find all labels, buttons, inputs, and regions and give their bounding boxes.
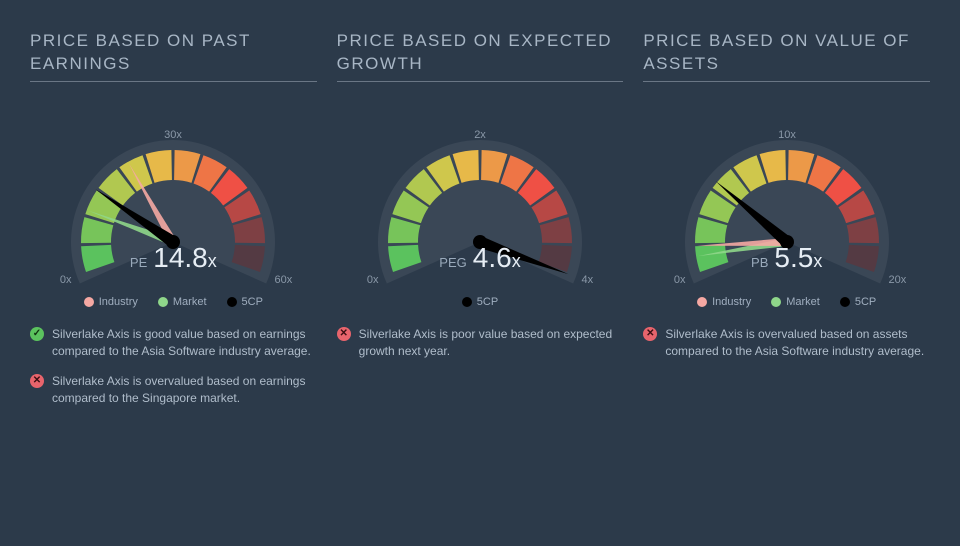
svg-text:0x: 0x	[674, 274, 686, 286]
note-item: ✕ Silverlake Axis is overvalued based on …	[30, 373, 317, 408]
cross-icon: ✕	[643, 327, 657, 341]
gauge-chart: 0x 30x 60x PE 14.8x	[30, 112, 317, 302]
metric-label: PB	[751, 255, 768, 270]
metric-suffix: x	[208, 251, 217, 271]
svg-text:30x: 30x	[164, 129, 182, 141]
cross-icon: ✕	[30, 374, 44, 388]
note-text: Silverlake Axis is overvalued based on e…	[52, 373, 317, 408]
svg-text:60x: 60x	[275, 274, 293, 286]
valuation-column: PRICE BASED ON EXPECTED GROWTH 0x 2x 4x PEG 4…	[337, 30, 624, 408]
cross-icon: ✕	[337, 327, 351, 341]
metric-value: 4.6	[473, 242, 512, 273]
notes-list: ✕ Silverlake Axis is overvalued based on …	[643, 326, 930, 361]
note-text: Silverlake Axis is overvalued based on a…	[665, 326, 930, 361]
svg-text:0x: 0x	[60, 274, 72, 286]
metric-suffix: x	[512, 251, 521, 271]
svg-text:2x: 2x	[474, 129, 486, 141]
gauge-value: PEG 4.6x	[337, 242, 624, 274]
note-item: ✕ Silverlake Axis is overvalued based on …	[643, 326, 930, 361]
column-title: PRICE BASED ON PAST EARNINGS	[30, 30, 317, 82]
gauge-value: PE 14.8x	[30, 242, 317, 274]
gauge-value: PB 5.5x	[643, 242, 930, 274]
gauge-chart: 0x 2x 4x PEG 4.6x	[337, 112, 624, 302]
svg-text:4x: 4x	[581, 274, 593, 286]
svg-text:20x: 20x	[888, 274, 906, 286]
notes-list: ✓ Silverlake Axis is good value based on …	[30, 326, 317, 408]
valuation-column: PRICE BASED ON VALUE OF ASSETS0x10x20xPB…	[643, 30, 930, 408]
column-title: PRICE BASED ON EXPECTED GROWTH	[337, 30, 624, 82]
note-item: ✓ Silverlake Axis is good value based on …	[30, 326, 317, 361]
column-title: PRICE BASED ON VALUE OF ASSETS	[643, 30, 930, 82]
note-item: ✕ Silverlake Axis is poor value based on …	[337, 326, 624, 361]
metric-suffix: x	[813, 251, 822, 271]
svg-text:10x: 10x	[778, 129, 796, 141]
metric-label: PE	[130, 255, 147, 270]
metric-value: 14.8	[153, 242, 208, 273]
note-text: Silverlake Axis is good value based on e…	[52, 326, 317, 361]
note-text: Silverlake Axis is poor value based on e…	[359, 326, 624, 361]
valuation-column: PRICE BASED ON PAST EARNINGS 0x 30x 60x PE 14…	[30, 30, 317, 408]
svg-text:0x: 0x	[367, 274, 379, 286]
notes-list: ✕ Silverlake Axis is poor value based on …	[337, 326, 624, 361]
gauge-chart: 0x 10x 20x PB 5.5x	[643, 112, 930, 302]
metric-value: 5.5	[774, 242, 813, 273]
check-icon: ✓	[30, 327, 44, 341]
metric-label: PEG	[439, 255, 466, 270]
